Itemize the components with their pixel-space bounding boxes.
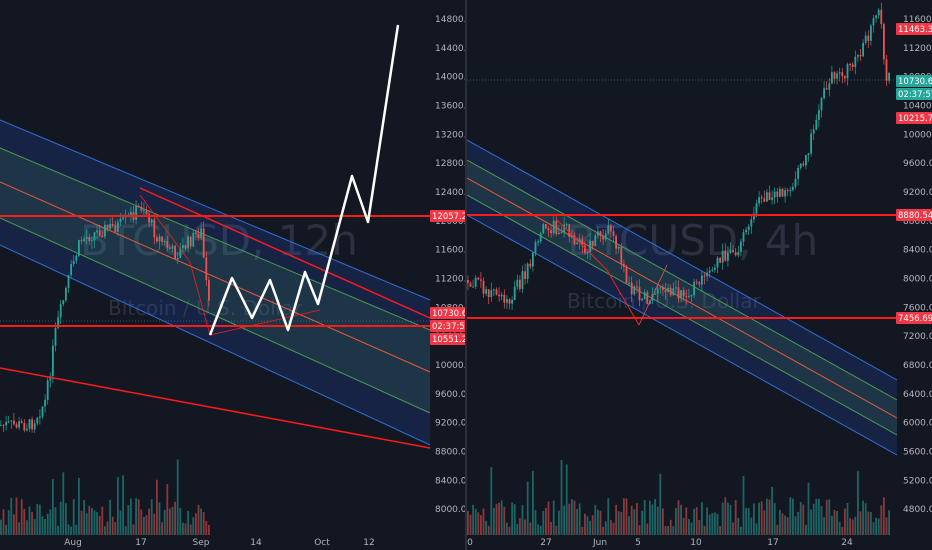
- pattern-lines: [139, 194, 321, 336]
- price-tick-label: 9200.00: [435, 419, 465, 429]
- price-tick-label: 14400.00: [435, 44, 465, 54]
- price-tick-label: 7600.00: [903, 303, 932, 313]
- price-tags: 12057.23 10730.64 02:37:57 10551.24: [430, 210, 465, 345]
- price-tick-label: 8400.00: [435, 476, 465, 486]
- time-tick-label: 17: [767, 538, 778, 548]
- price-tick-label: 9600.00: [903, 159, 932, 169]
- price-tag: [896, 312, 932, 324]
- price-tick-label: 10000.00: [903, 130, 932, 140]
- price-tick-label: 5200.00: [903, 476, 932, 486]
- price-tick-label: 8800.00: [903, 217, 932, 227]
- price-tick-label: 11200.00: [903, 44, 932, 54]
- price-tick-label: 9200.00: [903, 188, 932, 198]
- right-chart-pane[interactable]: BTCUSD, 4h Bitcoin / U.S. Dollar 11600.0…: [467, 0, 932, 550]
- time-tick-label: Jun: [592, 538, 607, 548]
- time-tick-label: 10: [690, 538, 702, 548]
- price-tick-label: 6800.00: [903, 361, 932, 371]
- pattern-lines: [556, 219, 640, 326]
- price-axis[interactable]: 14800.00 14400.00 14000.00 13600.00 13200.00…: [435, 15, 465, 515]
- price-tag-label: 7456.69: [898, 314, 932, 324]
- right-chart-canvas[interactable]: BTCUSD, 4h Bitcoin / U.S. Dollar 11600.0…: [467, 0, 932, 550]
- price-tag-label: 10730.64: [898, 77, 932, 87]
- price-tag: [896, 88, 932, 100]
- price-tag: [430, 333, 465, 345]
- price-tick-label: 4800.00: [903, 505, 932, 515]
- price-tag: [896, 112, 932, 124]
- time-tick-label: 5: [635, 538, 641, 548]
- time-axis[interactable]: 0 27 Jun 5 10 17 24: [467, 538, 853, 548]
- price-tag: [896, 75, 932, 87]
- price-tag-label: 12057.23: [432, 212, 465, 222]
- price-tick-label: 5600.00: [903, 447, 932, 457]
- price-tick-label: 14000.00: [435, 73, 465, 83]
- price-tag-label: 02:37:57: [432, 322, 465, 332]
- time-tick-label: 27: [540, 538, 551, 548]
- price-tick-label: 11600.00: [435, 246, 465, 256]
- price-tick-label: 10400.00: [903, 101, 932, 111]
- support-trendline[interactable]: [0, 367, 431, 449]
- price-tag: [896, 23, 932, 35]
- time-tick-label: 12: [363, 538, 374, 548]
- time-tick-label: 0: [467, 538, 473, 548]
- time-tick-label: Oct: [314, 538, 330, 548]
- price-tag-label: 02:37:57: [898, 90, 932, 100]
- price-axis[interactable]: 11600.0011200.0010800.0010400.0010000.00…: [903, 15, 932, 515]
- watermark-name: Bitcoin / U.S. Dollar: [567, 289, 761, 313]
- volume-bars: [467, 459, 890, 535]
- price-tick-label: 8800.00: [435, 447, 465, 457]
- price-tick-label: 8000.00: [903, 274, 932, 284]
- regression-channel[interactable]: [0, 119, 431, 446]
- watermark-name: Bitcoin / U.S. Dollar: [108, 296, 302, 320]
- price-tag-label: 11463.33: [898, 25, 932, 35]
- price-tick-label: 6000.00: [903, 419, 932, 429]
- time-tick-label: 14: [250, 538, 262, 548]
- price-tick-label: 14800.00: [435, 15, 465, 25]
- price-tick-label: 7200.00: [903, 332, 932, 342]
- price-tags: 11463.33 10730.64 02:37:57 10215.73 8880.54 7…: [896, 23, 932, 324]
- pane-divider[interactable]: [465, 0, 467, 550]
- left-chart-pane[interactable]: BTCUSD, 12h Bitcoin / U.S. Dollar 14800.…: [0, 0, 465, 550]
- time-axis[interactable]: Aug 17 Sep 14 Oct 12: [64, 538, 375, 548]
- price-tag: [430, 210, 465, 222]
- price-candles: [467, 2, 890, 310]
- left-chart-canvas[interactable]: BTCUSD, 12h Bitcoin / U.S. Dollar 14800.…: [0, 0, 465, 550]
- price-tag-label: 10730.64: [432, 309, 465, 319]
- time-tick-label: 17: [135, 538, 146, 548]
- price-tick-label: 12800.00: [435, 159, 465, 169]
- price-tick-label: 11600.00: [903, 15, 932, 25]
- pattern-lines-2: [638, 264, 668, 326]
- price-tick-label: 8400.00: [903, 246, 932, 256]
- price-tag-label: 10551.24: [432, 335, 465, 345]
- price-tick-label: 10000.00: [435, 361, 465, 371]
- price-tick-label: 13200.00: [435, 130, 465, 140]
- time-tick-label: Sep: [193, 538, 210, 548]
- price-tick-label: 11200.00: [435, 274, 465, 284]
- projection-path[interactable]: [208, 24, 400, 336]
- price-tick-label: 13600.00: [435, 101, 465, 111]
- volume-bars: [0, 459, 210, 535]
- price-tag-label: 10215.73: [898, 114, 932, 124]
- price-tag: [896, 209, 932, 221]
- resistance-trendline[interactable]: [139, 187, 431, 319]
- time-tick-label: Aug: [64, 538, 82, 548]
- price-tick-label: 9600.00: [435, 390, 465, 400]
- price-tick-label: 8000.00: [435, 505, 465, 515]
- price-tag: [430, 307, 465, 319]
- price-tag: [430, 320, 465, 332]
- price-tick-label: 6400.00: [903, 390, 932, 400]
- price-tick-label: 12400.00: [435, 188, 465, 198]
- time-tick-label: 24: [841, 538, 853, 548]
- price-tag-label: 8880.54: [898, 211, 932, 221]
